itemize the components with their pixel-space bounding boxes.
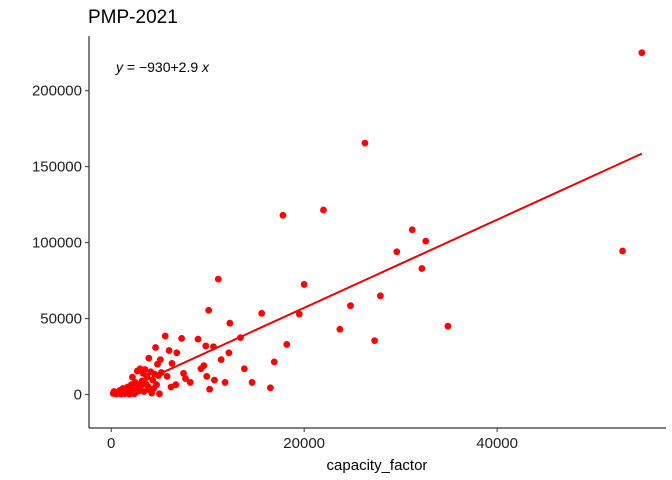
data-point-87 [376,292,384,300]
data-point-62 [203,372,211,380]
data-point-64 [206,385,214,393]
y-tick-label: 50000 [40,311,82,328]
data-point-51 [168,360,176,367]
data-point-88 [393,248,401,256]
plot-area [109,49,646,398]
equation-body: = −930+2.9 [123,59,202,75]
data-point-48 [163,372,171,380]
data-point-76 [266,384,274,392]
data-point-46 [157,369,165,376]
data-point-28 [140,388,148,395]
data-point-85 [361,139,369,147]
data-point-80 [295,310,303,318]
data-point-63 [205,306,213,314]
regression-line-layer [112,152,643,397]
data-point-47 [161,332,169,340]
y-axis-ticks: 0 50000 100000 150000 200000 [32,83,89,404]
data-point-92 [444,322,452,330]
data-point-53 [173,349,181,357]
data-point-69 [221,379,229,386]
x-axis-ticks: 0 20000 40000 [107,428,518,452]
data-point-86 [371,337,379,345]
data-point-78 [279,211,287,219]
data-point-31 [143,372,151,380]
equation-y-var: y [115,59,124,75]
data-point-82 [320,206,327,214]
regression-equation: y = −930+2.9 x [115,59,210,75]
data-point-19 [131,379,139,386]
data-point-72 [237,334,244,341]
data-point-16 [129,373,136,381]
data-point-93 [619,247,626,255]
data-point-52 [172,381,180,389]
data-point-58 [194,335,202,343]
data-point-33 [145,354,153,362]
y-tick-label: 150000 [32,159,82,176]
data-point-67 [214,275,222,283]
data-point-90 [418,265,426,272]
data-point-57 [186,379,194,386]
y-tick-label: 0 [74,387,82,404]
data-point-68 [217,356,225,364]
data-point-40 [152,344,159,351]
y-tick-label: 200000 [32,83,82,100]
data-point-41 [153,381,160,389]
data-point-65 [210,343,217,351]
data-point-71 [226,319,234,327]
regression-line [112,152,643,397]
data-point-55 [180,369,187,377]
data-point-91 [422,237,430,245]
data-point-56 [182,375,189,383]
data-point-83 [336,325,344,333]
x-tick-label: 0 [107,435,115,452]
data-point-61 [202,342,210,350]
data-point-49 [165,347,173,354]
data-point-54 [178,334,186,342]
data-point-45 [157,356,164,364]
data-point-79 [283,341,291,348]
chart-title: PMP-2021 [88,7,178,28]
x-tick-label: 40000 [476,435,518,452]
data-point-74 [248,379,256,386]
data-point-37 [149,376,157,384]
data-point-75 [258,309,266,317]
data-point-77 [270,358,278,366]
data-point-94 [638,49,646,57]
data-point-89 [408,226,416,234]
y-tick-label: 100000 [32,235,82,252]
data-point-84 [347,302,354,310]
data-point-60 [200,362,208,370]
x-axis-label: capacity_factor [327,457,428,474]
data-point-81 [300,281,308,288]
x-tick-label: 20000 [283,435,325,452]
data-point-44 [156,390,163,398]
data-point-29 [141,366,149,373]
points-layer [109,49,646,398]
data-point-73 [240,365,248,373]
data-point-70 [225,349,233,357]
data-point-66 [211,376,218,384]
equation-x-var: x [201,59,210,75]
